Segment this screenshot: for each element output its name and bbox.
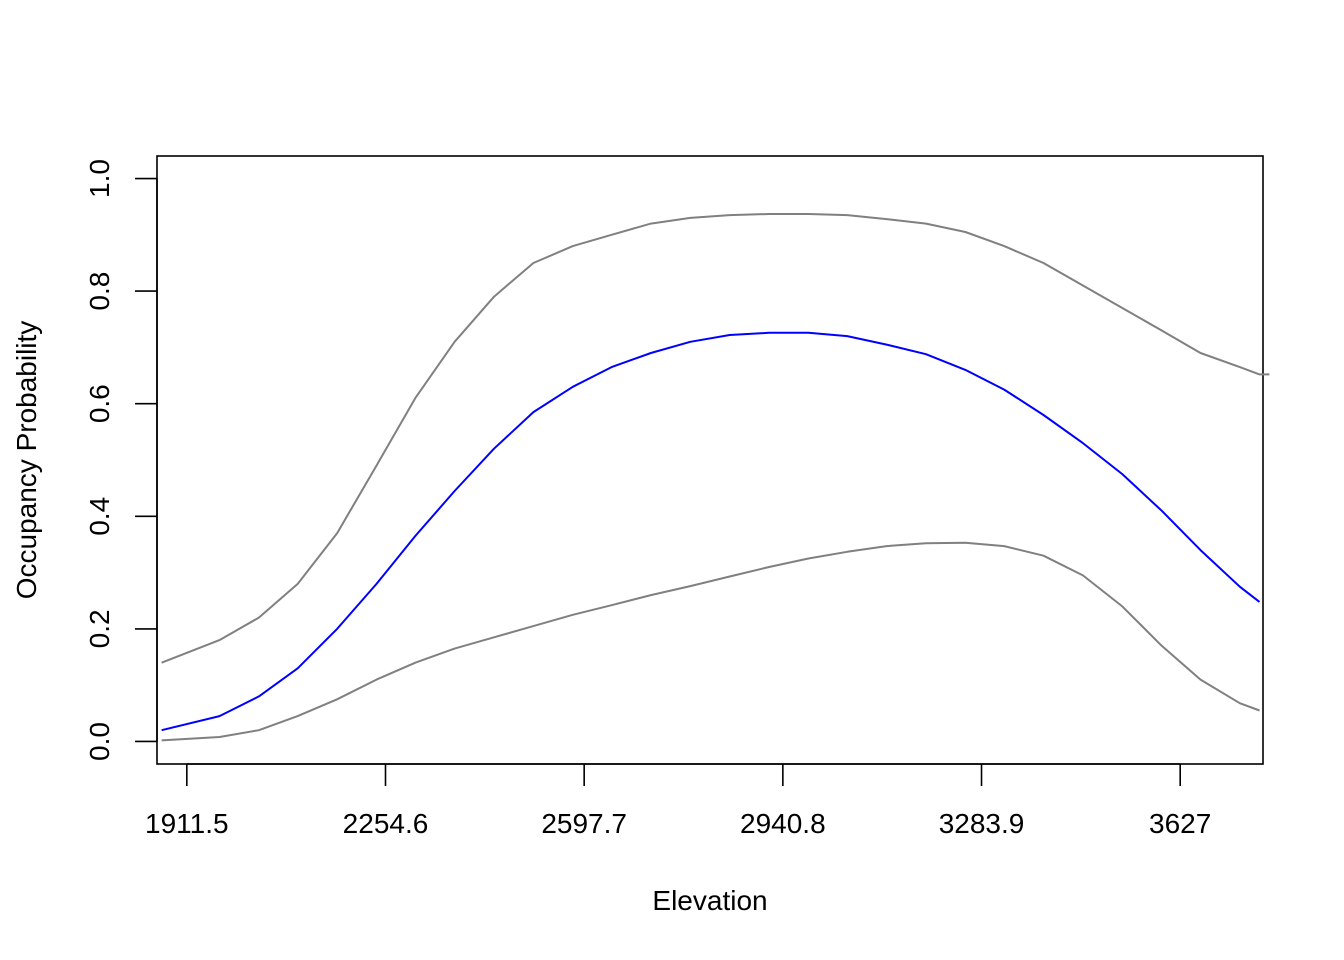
x-tick-label-0: 1911.5: [145, 808, 229, 839]
plot-frame: [156, 155, 1264, 765]
series-line-estimate: [161, 331, 1261, 732]
y-axis-title: Occupancy Probability: [11, 321, 42, 600]
y-tick-label-5: 1.0: [84, 159, 115, 198]
x-tick-label-1: 2254.6: [343, 808, 429, 839]
y-tick-label-2: 0.4: [84, 497, 115, 536]
x-tick-label-5: 3627: [1149, 808, 1211, 839]
x-tick-label-2: 2597.7: [541, 808, 627, 839]
y-axis: 0.0 0.2 0.4 0.6 0.8 1.0: [84, 159, 158, 761]
series-line-lower: [161, 541, 1260, 742]
x-tick-label-4: 3283.9: [939, 808, 1025, 839]
y-tick-label-0: 0.0: [84, 722, 115, 761]
series-line-upper: [161, 213, 1270, 664]
y-tick-label-3: 0.6: [84, 384, 115, 423]
y-tick-label-4: 0.8: [84, 272, 115, 311]
x-tick-label-3: 2940.8: [740, 808, 826, 839]
series-layer: [161, 213, 1270, 742]
x-axis: 1911.5 2254.6 2597.7 2940.8 3283.9 3627: [145, 763, 1211, 839]
x-axis-title: Elevation: [652, 885, 767, 916]
y-tick-label-1: 0.2: [84, 609, 115, 648]
